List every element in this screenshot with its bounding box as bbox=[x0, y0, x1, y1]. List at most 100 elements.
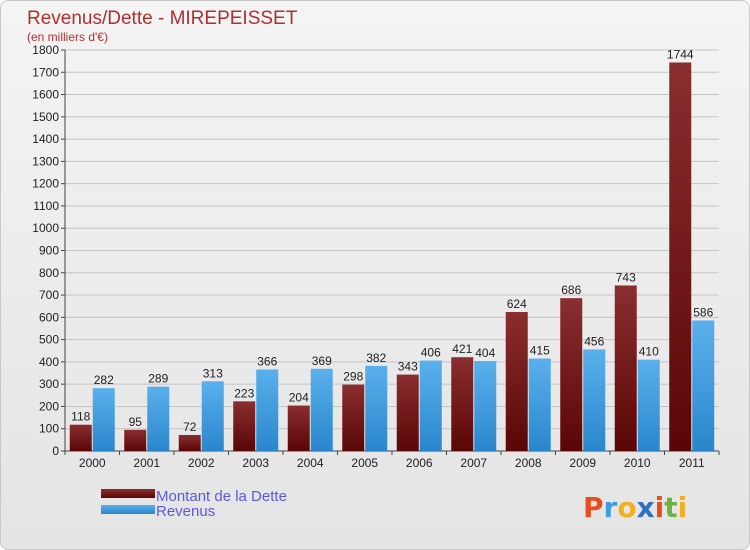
legend-label-revenus: Revenus bbox=[156, 503, 215, 520]
logo-letter: r bbox=[604, 491, 618, 524]
data-label-revenus-2004: 369 bbox=[312, 354, 332, 368]
bar-revenus-2007 bbox=[474, 360, 497, 451]
y-tick-label: 1200 bbox=[32, 177, 59, 191]
data-label-dette-2000: 118 bbox=[71, 410, 90, 424]
data-label-dette-2009: 686 bbox=[561, 283, 581, 297]
data-label-dette-2001: 95 bbox=[129, 415, 143, 429]
chart-subtitle: (en milliers d'€) bbox=[27, 30, 108, 44]
bar-revenus-2000 bbox=[92, 388, 115, 451]
y-tick-label: 1600 bbox=[32, 88, 59, 102]
logo-letter: P bbox=[583, 491, 604, 524]
data-label-dette-2004: 204 bbox=[289, 391, 309, 405]
x-axis-ticks: 2000 2001 2002 2003 2004 2005 2006 2007 2008 2009… bbox=[64, 451, 720, 470]
y-tick-label: 200 bbox=[39, 399, 59, 413]
data-label-dette-2002: 72 bbox=[183, 420, 197, 434]
bar-dette-2009 bbox=[560, 298, 583, 451]
legend-label-dette: Montant de la Dette bbox=[156, 488, 287, 505]
data-label-dette-2005: 298 bbox=[343, 370, 363, 384]
legend: Montant de la Dette Revenus bbox=[101, 488, 287, 520]
y-tick-label: 1700 bbox=[32, 65, 59, 79]
data-label-revenus-2010: 410 bbox=[639, 345, 659, 359]
x-tick-label-2005: 2005 bbox=[351, 456, 378, 470]
logo-letter: x bbox=[637, 491, 655, 524]
x-tick-label-2003: 2003 bbox=[242, 456, 269, 470]
bar-dette-2010 bbox=[614, 285, 637, 451]
proxiti-logo: Proxiti bbox=[583, 491, 687, 524]
data-label-dette-2008: 624 bbox=[507, 297, 527, 311]
y-tick-label: 500 bbox=[39, 333, 59, 347]
bar-revenus-2002 bbox=[201, 381, 224, 451]
data-label-revenus-2005: 382 bbox=[366, 351, 386, 365]
y-tick-label: 1000 bbox=[32, 221, 59, 235]
bar-dette-2007 bbox=[451, 357, 474, 451]
x-tick-label-2008: 2008 bbox=[515, 456, 542, 470]
legend-swatch-revenus bbox=[101, 505, 155, 514]
data-label-revenus-2000: 282 bbox=[94, 373, 114, 387]
bar-dette-2004 bbox=[287, 405, 310, 451]
x-tick-label-2002: 2002 bbox=[188, 456, 215, 470]
bar-dette-2000 bbox=[69, 424, 92, 451]
logo-letter: i bbox=[678, 491, 688, 524]
y-tick-label: 600 bbox=[39, 310, 59, 324]
y-tick-label: 1100 bbox=[33, 199, 59, 213]
y-tick-label: 900 bbox=[39, 244, 59, 258]
bar-revenus-2009 bbox=[583, 349, 606, 451]
bar-revenus-2006 bbox=[419, 360, 442, 451]
y-tick-label: 1800 bbox=[32, 43, 59, 57]
bar-dette-2001 bbox=[124, 429, 147, 451]
data-label-dette-2007: 421 bbox=[452, 342, 472, 356]
bar-revenus-2005 bbox=[365, 365, 388, 451]
bar-dette-2003 bbox=[233, 401, 256, 451]
y-tick-label: 1400 bbox=[32, 132, 59, 146]
data-label-revenus-2011: 586 bbox=[693, 305, 713, 319]
y-axis-ticks: 0 100 200 300 400 500 600 700 800 900 1000 1100 1200… bbox=[32, 43, 65, 458]
logo-letter: i bbox=[655, 491, 665, 524]
bar-revenus-2008 bbox=[528, 358, 551, 451]
data-label-revenus-2001: 289 bbox=[148, 372, 168, 386]
x-tick-label-2004: 2004 bbox=[297, 456, 324, 470]
data-label-dette-2011: 1744 bbox=[667, 47, 694, 61]
bar-revenus-2011 bbox=[692, 320, 715, 451]
bar-dette-2005 bbox=[342, 384, 365, 451]
y-tick-label: 100 bbox=[39, 422, 59, 436]
bar-revenus-2010 bbox=[637, 359, 660, 451]
bar-dette-2002 bbox=[178, 434, 201, 451]
x-tick-label-2006: 2006 bbox=[406, 456, 433, 470]
x-tick-label-2011: 2011 bbox=[679, 456, 705, 470]
data-label-dette-2006: 343 bbox=[398, 360, 418, 374]
bar-revenus-2001 bbox=[147, 386, 170, 451]
proxiti-logo-text: Proxiti bbox=[583, 491, 687, 524]
data-label-revenus-2003: 366 bbox=[257, 354, 277, 368]
legend-swatch-dette bbox=[101, 489, 155, 498]
x-tick-label-2001: 2001 bbox=[133, 456, 160, 470]
y-tick-label: 1300 bbox=[32, 154, 59, 168]
data-label-revenus-2008: 415 bbox=[530, 344, 550, 358]
y-tick-label: 0 bbox=[52, 444, 59, 458]
y-tick-label: 1500 bbox=[32, 110, 59, 124]
x-tick-label-2007: 2007 bbox=[460, 456, 487, 470]
logo-letter: o bbox=[617, 491, 636, 524]
data-label-revenus-2007: 404 bbox=[475, 346, 495, 360]
y-tick-label: 400 bbox=[39, 355, 59, 369]
data-label-revenus-2002: 313 bbox=[203, 366, 223, 380]
bar-dette-2006 bbox=[396, 374, 419, 451]
data-label-revenus-2009: 456 bbox=[584, 334, 604, 348]
chart-title: Revenus/Dette - MIREPEISSET bbox=[27, 8, 298, 29]
x-tick-label-2010: 2010 bbox=[624, 456, 651, 470]
bar-dette-2008 bbox=[505, 311, 528, 451]
bar-dette-2011 bbox=[669, 62, 692, 451]
data-label-dette-2010: 743 bbox=[616, 270, 636, 284]
bar-revenus-2004 bbox=[310, 368, 333, 451]
y-tick-label: 300 bbox=[39, 377, 59, 391]
data-label-revenus-2006: 406 bbox=[421, 346, 441, 360]
y-tick-label: 700 bbox=[39, 288, 59, 302]
y-tick-label: 800 bbox=[39, 266, 59, 280]
bar-revenus-2003 bbox=[256, 369, 279, 451]
x-tick-label-2009: 2009 bbox=[569, 456, 596, 470]
data-label-dette-2003: 223 bbox=[234, 386, 254, 400]
x-tick-label-2000: 2000 bbox=[79, 456, 106, 470]
grid-lines bbox=[64, 49, 719, 452]
